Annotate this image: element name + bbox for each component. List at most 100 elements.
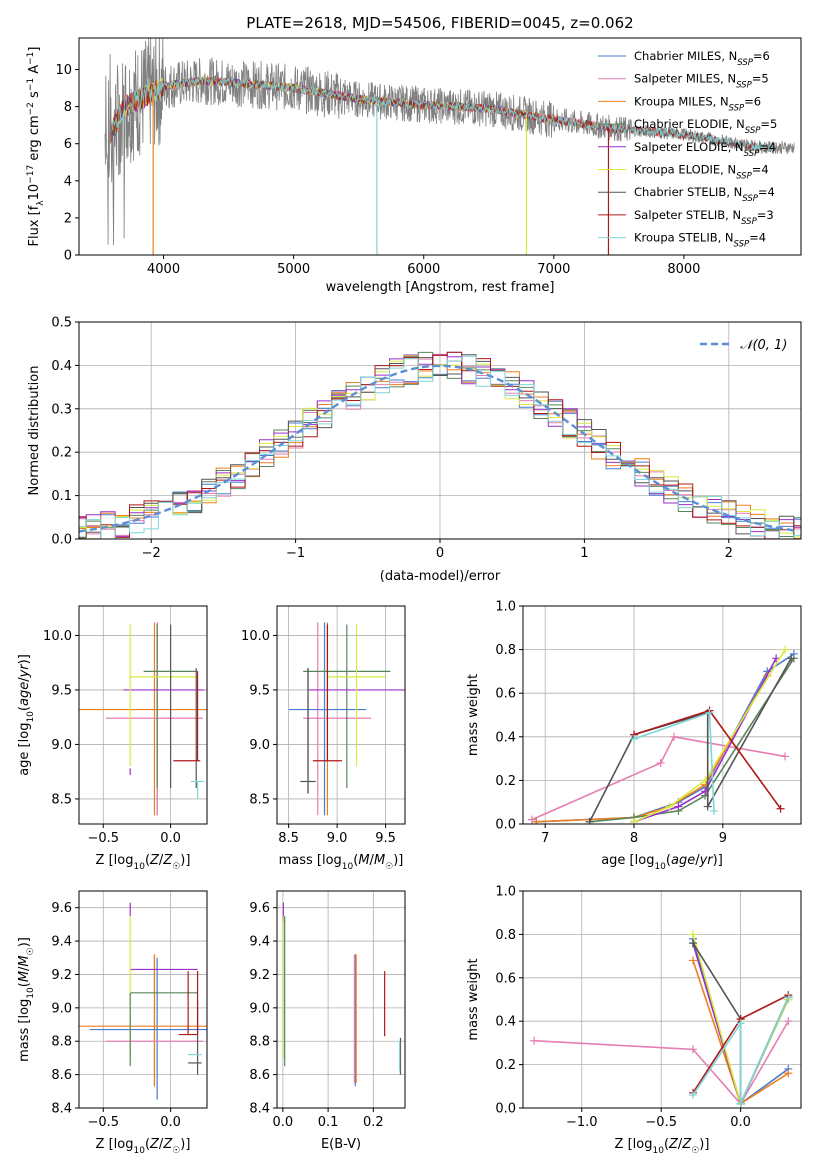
y-tick-label: 8.6	[249, 1068, 270, 1083]
y-tick-label: 9.2	[249, 968, 270, 983]
plot-area-residuals	[79, 351, 801, 539]
plot-area-spectrum	[104, 38, 795, 255]
y-tick-label: 4	[64, 174, 72, 189]
y-tick-label: 8	[64, 100, 72, 115]
data-point	[781, 645, 790, 654]
series-line	[692, 996, 790, 1105]
axes-residuals: −2 −1 0 1 2 0.0 0.1 0.2 0.3 0.4 0.5 𝒩(0, 1) (data-mo…	[27, 316, 802, 584]
y-tick-label: 1.0	[495, 885, 516, 900]
axes-frame	[276, 605, 406, 825]
y-tick-label: 9.5	[51, 683, 72, 698]
data-point	[688, 939, 697, 948]
legend-entry: Chabrier STELIB, NSSP=4	[634, 185, 775, 204]
x-tick-label: 0.0	[160, 1115, 181, 1130]
x-axis-label: E(B-V)	[321, 1137, 361, 1152]
legend-entry: 𝒩(0, 1)	[740, 338, 787, 353]
y-tick-label: 0.0	[51, 533, 72, 548]
y-tick-label: 0.4	[51, 359, 72, 374]
y-tick-label: 0.4	[495, 730, 516, 745]
data-point	[736, 1019, 745, 1028]
x-tick-label: 0	[436, 546, 444, 561]
residual-histogram	[79, 355, 801, 539]
series-line	[633, 649, 786, 823]
y-tick-label: 8.8	[249, 1035, 270, 1050]
x-tick-label: 6000	[407, 262, 440, 277]
y-axis-label: mass weight	[466, 958, 481, 1040]
y-tick-label: 9.5	[249, 683, 270, 698]
x-tick-label: −1.0	[566, 1115, 598, 1130]
x-tick-label: 8.5	[278, 831, 299, 846]
y-tick-label: 0.0	[495, 1102, 516, 1117]
x-tick-label: 7000	[537, 262, 570, 277]
data-point	[776, 804, 785, 813]
series-line	[534, 1020, 789, 1106]
y-tick-label: 0.2	[495, 774, 516, 789]
data-point	[630, 817, 639, 824]
y-axis-label: mass [log10(M/M☉)]	[17, 937, 36, 1062]
axes-mass-weight-vs-Z: −1.0 −0.5 0.0 0.0 0.2 0.4 0.6 0.8 1.0 Z [log10(Z/…	[466, 885, 802, 1156]
y-tick-label: 9.4	[51, 935, 72, 950]
y-axis-label: Normed distribution	[27, 366, 42, 496]
model-spectrum	[111, 75, 776, 152]
axes-age-vs-mass: 8.5 9.0 9.5 8.5 9.0 9.5 10.0 mass [log10(M/M☉)]	[241, 605, 406, 872]
data-point	[665, 802, 674, 811]
plot-area-mass-vs-Z	[79, 902, 207, 1100]
x-axis-label: mass [log10(M/M☉)]	[279, 853, 404, 872]
residual-histogram	[79, 351, 801, 539]
axes-mass-weight-vs-age: 7 8 9 0.0 0.2 0.4 0.6 0.8 1.0 age [log10(age/yr)]…	[466, 600, 802, 872]
y-tick-label: 0	[64, 249, 72, 264]
x-axis-label: Z [log10(Z/Z☉)]	[96, 1137, 191, 1156]
data-point	[688, 956, 697, 965]
data-point	[703, 802, 712, 811]
y-tick-label: 9.6	[51, 901, 72, 916]
data-point	[736, 1099, 745, 1108]
x-tick-label: 2	[725, 546, 733, 561]
y-tick-label: 9.4	[249, 935, 270, 950]
data-point	[630, 734, 639, 743]
x-tick-label: 0.0	[160, 831, 181, 846]
plot-area-age-vs-Z	[79, 622, 207, 816]
y-tick-label: 10.0	[43, 629, 72, 644]
legend-entry: Salpeter ELODIE, NSSP=4	[634, 140, 776, 159]
x-tick-label: 0.0	[730, 1115, 751, 1130]
y-tick-label: 0.2	[51, 446, 72, 461]
legend-entry: Chabrier MILES, NSSP=6	[634, 49, 770, 68]
x-tick-label: 8000	[667, 262, 700, 277]
data-point	[709, 806, 718, 815]
data-point	[527, 815, 536, 824]
y-tick-label: 9.2	[51, 968, 72, 983]
data-point	[784, 993, 793, 1002]
x-tick-label: 1	[580, 546, 588, 561]
y-tick-label: 9.0	[249, 738, 270, 753]
y-tick-label: 0.6	[495, 971, 516, 986]
data-point	[688, 1090, 697, 1099]
y-tick-label: 8.5	[51, 792, 72, 807]
x-tick-label: 0.1	[318, 1115, 339, 1130]
legend-entry: Kroupa MILES, NSSP=6	[634, 94, 761, 113]
data-point	[530, 1036, 539, 1045]
x-tick-label: −2	[142, 546, 161, 561]
data-point	[705, 708, 714, 717]
x-axis-label: Z [log10(Z/Z☉)]	[96, 853, 191, 872]
data-point	[585, 817, 594, 824]
series-line	[633, 657, 777, 823]
data-point	[656, 758, 665, 767]
y-tick-label: 0.5	[51, 316, 72, 331]
y-tick-label: 8.5	[249, 792, 270, 807]
plot-area-mass-weight-vs-age	[527, 645, 798, 824]
normal-curve	[79, 364, 799, 533]
legend-entry: Salpeter STELIB, NSSP=3	[634, 208, 774, 227]
y-axis-label: mass weight	[466, 674, 481, 756]
data-point	[688, 930, 697, 939]
y-tick-label: 10	[55, 63, 72, 78]
data-point	[784, 1017, 793, 1026]
axes-frame	[522, 890, 802, 1109]
y-tick-label: 2	[64, 211, 72, 226]
y-tick-label: 0.3	[51, 402, 72, 417]
y-axis-label: age [log10(age/yr)]	[17, 654, 36, 776]
axes-frame	[78, 605, 208, 825]
y-tick-label: 0.8	[495, 643, 516, 658]
y-tick-label: 9.0	[51, 1001, 72, 1016]
legend-entry: Chabrier ELODIE, NSSP=5	[634, 117, 777, 136]
